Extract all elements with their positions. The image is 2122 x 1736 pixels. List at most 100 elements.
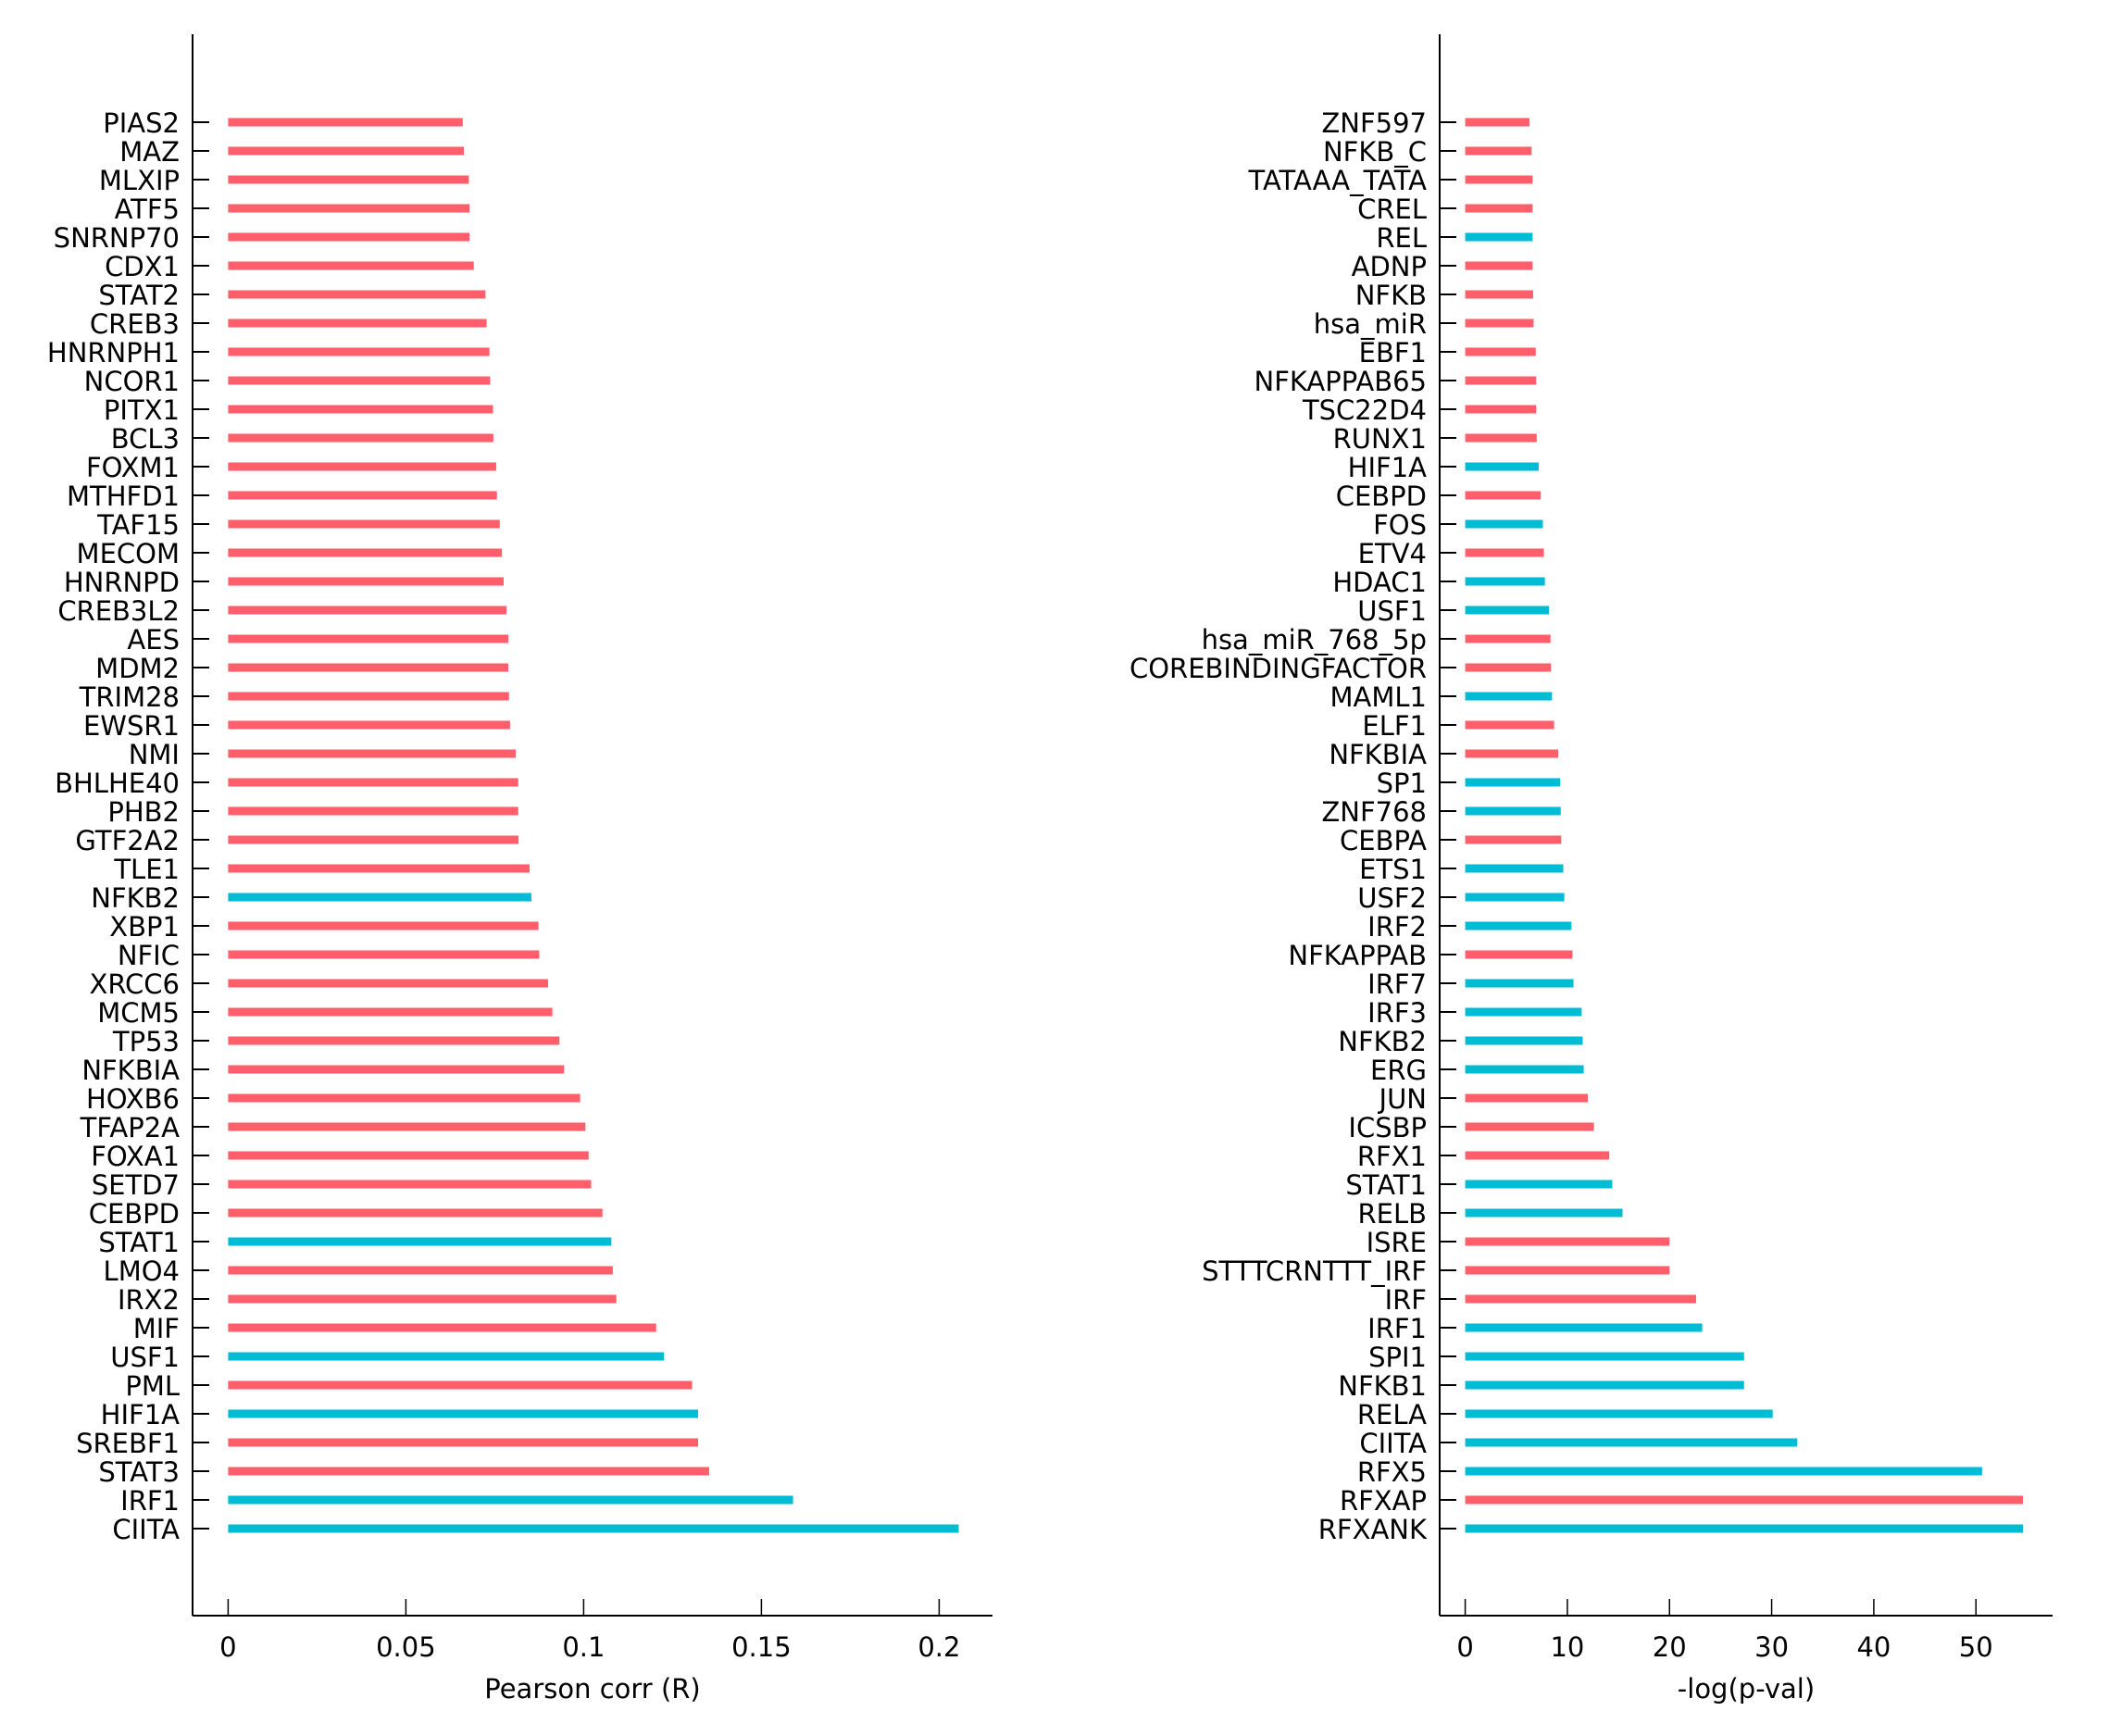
bar-spi1	[1465, 1352, 1744, 1361]
y-tick-label: ATF5	[115, 194, 180, 225]
bar-sp1	[1465, 778, 1561, 787]
bar-irf3	[1465, 1007, 1582, 1017]
y-tick-label: STTTCRNTTT_IRF	[1202, 1255, 1427, 1287]
y-tick-label: CEBPA	[1340, 825, 1427, 856]
bar-rel	[1465, 232, 1533, 242]
x-tick-label: 0.1	[562, 1631, 605, 1663]
y-tick-label: NFKB2	[91, 882, 180, 914]
bar-corebindingfactor	[1465, 663, 1552, 672]
bar-pml	[228, 1380, 693, 1390]
bar-irf7	[1465, 979, 1574, 988]
y-tick-label: STAT1	[98, 1227, 180, 1258]
y-tick-label: PITX1	[104, 394, 180, 426]
bar-foxa1	[228, 1151, 589, 1160]
y-tick-label: USF1	[1357, 595, 1427, 627]
bar-runx1	[1465, 433, 1537, 443]
bar-hoxb6	[228, 1093, 580, 1103]
bar-nfkb	[1465, 290, 1533, 299]
bar-xbp1	[228, 921, 539, 930]
y-tick-label: FOS	[1373, 509, 1427, 541]
bar-nfkb2	[1465, 1036, 1583, 1045]
bar-mecom	[228, 548, 503, 557]
bar-lmo4	[228, 1266, 613, 1275]
bar-usf1	[1465, 606, 1550, 615]
bar-stat3	[228, 1467, 709, 1476]
y-tick-label: ICSBP	[1348, 1112, 1427, 1143]
bar-mif	[228, 1323, 656, 1332]
bar-atf5	[228, 204, 470, 213]
x-tick-label: 0.05	[376, 1631, 436, 1663]
bar-isre	[1465, 1237, 1670, 1246]
y-tick-label: EBF1	[1359, 337, 1427, 368]
y-tick-label: MECOM	[77, 538, 180, 569]
bar-irf1	[1465, 1323, 1703, 1332]
y-tick-label: JUN	[1378, 1083, 1427, 1115]
bar-hif1a	[1465, 462, 1540, 471]
bar-foxm1	[228, 462, 496, 471]
bar-irf	[1465, 1294, 1696, 1304]
y-tick-label: NFKBIA	[1329, 739, 1427, 770]
bar-ewsr1	[228, 720, 510, 730]
bar-mdm2	[228, 663, 508, 672]
y-tick-label: EWSR1	[83, 710, 180, 742]
y-tick-label: HNRNPH1	[47, 337, 180, 368]
bar-aes	[228, 634, 508, 643]
y-tick-label: IRF2	[1367, 911, 1427, 943]
y-tick-label: NFKB_C	[1323, 136, 1427, 168]
bar-setd7	[228, 1180, 592, 1189]
y-tick-label: LMO4	[104, 1255, 180, 1287]
y-tick-label: RUNX1	[1333, 423, 1427, 455]
y-tick-label: HDAC1	[1332, 567, 1427, 598]
y-tick-label: GTF2A2	[75, 825, 180, 856]
bar-nfkappab	[1465, 950, 1573, 959]
bar-znf597	[1465, 118, 1530, 127]
y-tick-label: MAZ	[119, 136, 180, 168]
bar-icsbp	[1465, 1122, 1594, 1131]
y-tick-label: CDX1	[105, 251, 180, 282]
y-tick-label: AES	[127, 624, 180, 656]
y-tick-label: IRF	[1385, 1284, 1427, 1316]
bar-creb3	[228, 318, 487, 328]
y-tick-label: ZNF768	[1321, 796, 1427, 828]
y-tick-label: hsa_miR_768_5p	[1202, 624, 1427, 656]
bar-rfx1	[1465, 1151, 1610, 1160]
y-tick-label: MDM2	[95, 653, 180, 684]
bar-nfic	[228, 950, 540, 959]
y-tick-label: NCOR1	[84, 366, 180, 397]
y-tick-label: RFX5	[1357, 1456, 1427, 1488]
x-tick-label: 0.15	[731, 1631, 792, 1663]
bar-nfkbia	[228, 1065, 565, 1074]
y-tick-label: HIF1A	[1348, 452, 1427, 483]
bar-tsc22d4	[1465, 405, 1537, 414]
bar-ncor1	[228, 376, 491, 385]
y-tick-label: TLE1	[113, 854, 180, 885]
bar-hnrnph1	[228, 347, 490, 356]
bar-jun	[1465, 1093, 1588, 1103]
bar-erg	[1465, 1065, 1584, 1074]
bar-mlxip	[228, 175, 469, 184]
x-tick-label: 40	[1856, 1631, 1891, 1663]
y-tick-label: CREL	[1357, 194, 1427, 225]
bar-xrcc6	[228, 979, 548, 988]
y-tick-label: IRF1	[120, 1485, 180, 1517]
y-tick-label: RFX1	[1357, 1141, 1427, 1172]
y-tick-label: CREB3	[90, 308, 180, 340]
bar-nfkappab65	[1465, 376, 1537, 385]
bar-tle1	[228, 864, 530, 873]
y-tick-label: ZNF597	[1321, 107, 1427, 139]
bar-rfxank	[1465, 1524, 2024, 1533]
y-tick-label: PML	[125, 1370, 180, 1402]
bar-stat1	[1465, 1180, 1613, 1189]
y-tick-label: FOXA1	[91, 1141, 180, 1172]
y-tick-label: NFKBIA	[81, 1055, 180, 1086]
y-tick-label: SNRNP70	[54, 222, 180, 254]
y-tick-label: NFKB	[1355, 280, 1427, 311]
bar-hnrnpd	[228, 577, 504, 586]
bar-etv4	[1465, 548, 1544, 557]
bar-ciita	[228, 1524, 959, 1533]
y-tick-label: USF2	[1357, 882, 1427, 914]
bar-tfap2a	[228, 1122, 586, 1131]
y-tick-label: NFIC	[118, 940, 180, 971]
y-tick-label: MTHFD1	[67, 481, 180, 512]
y-tick-label: IRX2	[118, 1284, 180, 1316]
